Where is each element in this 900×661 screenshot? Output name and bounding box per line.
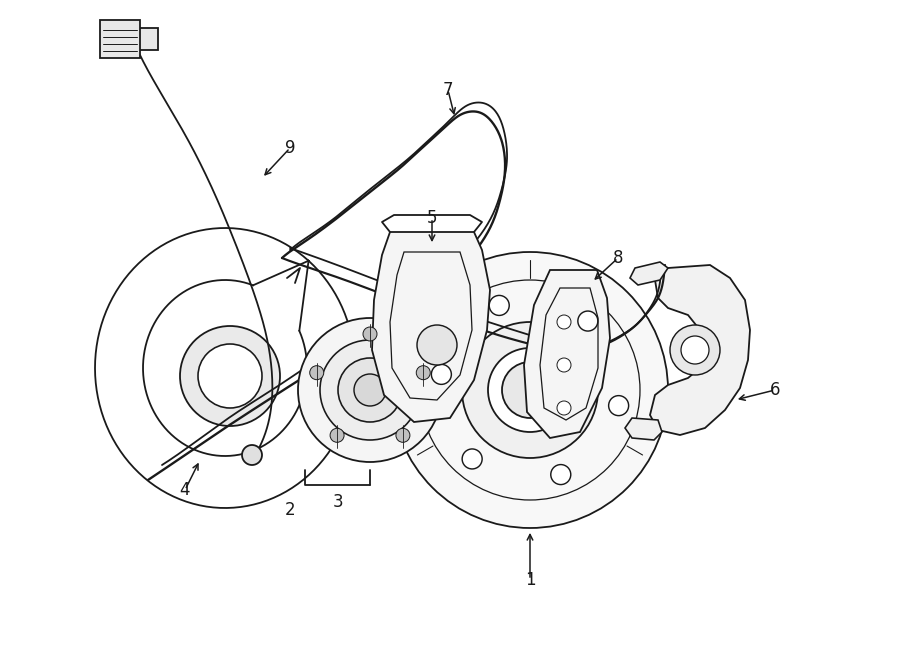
Polygon shape <box>112 28 158 50</box>
Circle shape <box>363 327 377 341</box>
Circle shape <box>557 401 571 415</box>
Polygon shape <box>372 232 490 422</box>
Text: 9: 9 <box>284 139 295 157</box>
Circle shape <box>488 348 572 432</box>
Polygon shape <box>630 262 668 285</box>
Text: 8: 8 <box>613 249 623 267</box>
Circle shape <box>298 318 442 462</box>
Circle shape <box>310 366 324 379</box>
Circle shape <box>320 340 420 440</box>
Text: 2: 2 <box>284 501 295 519</box>
Circle shape <box>608 396 628 416</box>
Circle shape <box>354 374 386 406</box>
Circle shape <box>338 358 402 422</box>
Circle shape <box>681 336 709 364</box>
Circle shape <box>396 428 410 442</box>
Polygon shape <box>100 20 140 58</box>
Text: 1: 1 <box>525 571 535 589</box>
Text: 7: 7 <box>443 81 454 99</box>
Circle shape <box>551 465 571 485</box>
Circle shape <box>462 322 598 458</box>
Text: 3: 3 <box>333 493 343 511</box>
Circle shape <box>242 445 262 465</box>
Circle shape <box>431 364 452 385</box>
Circle shape <box>462 449 482 469</box>
Circle shape <box>557 315 571 329</box>
Circle shape <box>670 325 720 375</box>
Circle shape <box>490 295 509 315</box>
Circle shape <box>198 344 262 408</box>
Circle shape <box>330 428 344 442</box>
Text: 5: 5 <box>427 209 437 227</box>
Polygon shape <box>625 418 662 440</box>
Circle shape <box>502 362 558 418</box>
Circle shape <box>180 326 280 426</box>
Polygon shape <box>524 270 610 438</box>
Circle shape <box>578 311 598 331</box>
Polygon shape <box>650 265 750 435</box>
Text: 6: 6 <box>770 381 780 399</box>
Circle shape <box>417 325 457 365</box>
Circle shape <box>417 366 430 379</box>
Circle shape <box>557 358 571 372</box>
Circle shape <box>392 252 668 528</box>
Text: 4: 4 <box>180 481 190 499</box>
